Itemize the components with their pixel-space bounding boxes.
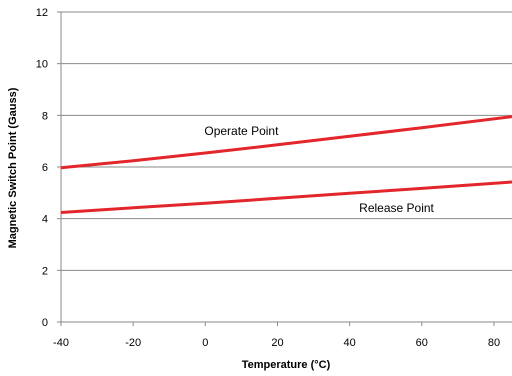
x-tick-label: 60 [416, 337, 428, 349]
y-tick-label: 6 [42, 162, 48, 174]
series-line-release-point [60, 180, 512, 214]
axes [57, 11, 512, 326]
y-tick-label: 2 [42, 265, 48, 277]
series-lines [60, 115, 512, 214]
series-label-release-point: Release Point [359, 201, 434, 215]
y-tick-label: 12 [36, 7, 48, 19]
y-tick-label: 10 [36, 59, 48, 71]
y-tick-label: 4 [42, 214, 48, 226]
x-tick-label: 80 [488, 337, 500, 349]
y-tick-label: 8 [42, 110, 48, 122]
y-tick-label: 0 [42, 317, 48, 329]
gridlines [61, 11, 512, 271]
x-axis-title: Temperature (°C) [242, 359, 331, 371]
x-tick-label: 40 [344, 337, 356, 349]
series-label-operate-point: Operate Point [204, 124, 279, 138]
tick-labels: 0 2 4 6 8 10 12 -40 -20 0 20 40 60 80 [36, 7, 500, 349]
series-line-operate-point [60, 115, 512, 170]
x-tick-label: -20 [125, 337, 141, 349]
x-tick-label: -40 [53, 337, 69, 349]
series-labels: Operate Point Release Point [204, 124, 434, 215]
y-axis-title: Magnetic Switch Point (Gauss) [7, 87, 19, 248]
x-tick-label: 20 [271, 337, 283, 349]
x-tick-label: 0 [202, 337, 208, 349]
